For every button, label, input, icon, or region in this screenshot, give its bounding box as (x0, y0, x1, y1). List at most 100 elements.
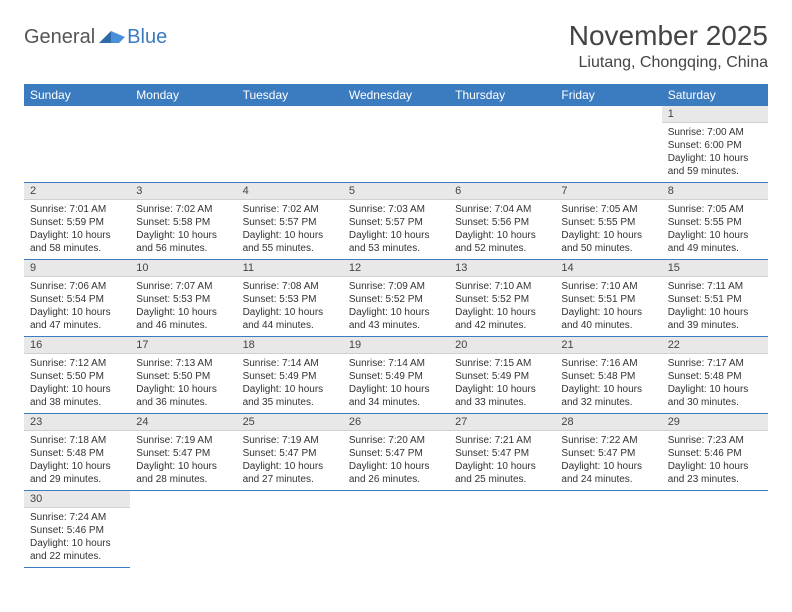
sunset-line: Sunset: 5:51 PM (561, 293, 655, 306)
calendar-cell (449, 106, 555, 183)
daylight-line: Daylight: 10 hours and 34 minutes. (349, 383, 443, 409)
sunset-line: Sunset: 5:48 PM (561, 370, 655, 383)
sunrise-line: Sunrise: 7:15 AM (455, 357, 549, 370)
day-body: Sunrise: 7:02 AMSunset: 5:58 PMDaylight:… (130, 200, 236, 259)
calendar-cell: 7Sunrise: 7:05 AMSunset: 5:55 PMDaylight… (555, 183, 661, 260)
calendar-header-row: SundayMondayTuesdayWednesdayThursdayFrid… (24, 84, 768, 106)
sunrise-line: Sunrise: 7:07 AM (136, 280, 230, 293)
day-number: 12 (343, 260, 449, 277)
day-body: Sunrise: 7:05 AMSunset: 5:55 PMDaylight:… (555, 200, 661, 259)
calendar-cell: 5Sunrise: 7:03 AMSunset: 5:57 PMDaylight… (343, 183, 449, 260)
sunset-line: Sunset: 5:55 PM (561, 216, 655, 229)
day-number: 5 (343, 183, 449, 200)
day-number: 24 (130, 414, 236, 431)
calendar-cell: 9Sunrise: 7:06 AMSunset: 5:54 PMDaylight… (24, 260, 130, 337)
sunrise-line: Sunrise: 7:23 AM (668, 434, 762, 447)
daylight-line: Daylight: 10 hours and 28 minutes. (136, 460, 230, 486)
calendar-cell: 20Sunrise: 7:15 AMSunset: 5:49 PMDayligh… (449, 337, 555, 414)
sunrise-line: Sunrise: 7:10 AM (455, 280, 549, 293)
day-number: 30 (24, 491, 130, 508)
sunset-line: Sunset: 5:47 PM (349, 447, 443, 460)
day-number: 21 (555, 337, 661, 354)
sunset-line: Sunset: 6:00 PM (668, 139, 762, 152)
day-body: Sunrise: 7:19 AMSunset: 5:47 PMDaylight:… (237, 431, 343, 490)
sunrise-line: Sunrise: 7:02 AM (136, 203, 230, 216)
calendar-week-row: 23Sunrise: 7:18 AMSunset: 5:48 PMDayligh… (24, 414, 768, 491)
sunrise-line: Sunrise: 7:20 AM (349, 434, 443, 447)
calendar-cell: 15Sunrise: 7:11 AMSunset: 5:51 PMDayligh… (662, 260, 768, 337)
sunset-line: Sunset: 5:57 PM (243, 216, 337, 229)
day-body: Sunrise: 7:23 AMSunset: 5:46 PMDaylight:… (662, 431, 768, 490)
day-body: Sunrise: 7:17 AMSunset: 5:48 PMDaylight:… (662, 354, 768, 413)
sunrise-line: Sunrise: 7:01 AM (30, 203, 124, 216)
calendar-week-row: 16Sunrise: 7:12 AMSunset: 5:50 PMDayligh… (24, 337, 768, 414)
calendar-cell: 12Sunrise: 7:09 AMSunset: 5:52 PMDayligh… (343, 260, 449, 337)
sunset-line: Sunset: 5:47 PM (136, 447, 230, 460)
day-number: 14 (555, 260, 661, 277)
sunset-line: Sunset: 5:47 PM (561, 447, 655, 460)
sunset-line: Sunset: 5:52 PM (455, 293, 549, 306)
day-body: Sunrise: 7:02 AMSunset: 5:57 PMDaylight:… (237, 200, 343, 259)
sunset-line: Sunset: 5:50 PM (136, 370, 230, 383)
day-body: Sunrise: 7:03 AMSunset: 5:57 PMDaylight:… (343, 200, 449, 259)
daylight-line: Daylight: 10 hours and 44 minutes. (243, 306, 337, 332)
sunrise-line: Sunrise: 7:05 AM (561, 203, 655, 216)
weekday-header: Thursday (449, 84, 555, 106)
day-number: 16 (24, 337, 130, 354)
sunrise-line: Sunrise: 7:06 AM (30, 280, 124, 293)
day-number: 7 (555, 183, 661, 200)
weekday-header: Sunday (24, 84, 130, 106)
calendar-cell: 24Sunrise: 7:19 AMSunset: 5:47 PMDayligh… (130, 414, 236, 491)
calendar-cell: 21Sunrise: 7:16 AMSunset: 5:48 PMDayligh… (555, 337, 661, 414)
day-body: Sunrise: 7:10 AMSunset: 5:51 PMDaylight:… (555, 277, 661, 336)
day-number: 8 (662, 183, 768, 200)
day-body: Sunrise: 7:15 AMSunset: 5:49 PMDaylight:… (449, 354, 555, 413)
calendar-cell (555, 491, 661, 568)
daylight-line: Daylight: 10 hours and 35 minutes. (243, 383, 337, 409)
day-body: Sunrise: 7:08 AMSunset: 5:53 PMDaylight:… (237, 277, 343, 336)
day-body: Sunrise: 7:20 AMSunset: 5:47 PMDaylight:… (343, 431, 449, 490)
day-body: Sunrise: 7:06 AMSunset: 5:54 PMDaylight:… (24, 277, 130, 336)
calendar-week-row: 9Sunrise: 7:06 AMSunset: 5:54 PMDaylight… (24, 260, 768, 337)
sunset-line: Sunset: 5:50 PM (30, 370, 124, 383)
sunset-line: Sunset: 5:46 PM (30, 524, 124, 537)
sunset-line: Sunset: 5:49 PM (243, 370, 337, 383)
day-number: 4 (237, 183, 343, 200)
day-body: Sunrise: 7:11 AMSunset: 5:51 PMDaylight:… (662, 277, 768, 336)
sunset-line: Sunset: 5:47 PM (455, 447, 549, 460)
calendar-cell (24, 106, 130, 183)
daylight-line: Daylight: 10 hours and 46 minutes. (136, 306, 230, 332)
sunrise-line: Sunrise: 7:21 AM (455, 434, 549, 447)
daylight-line: Daylight: 10 hours and 33 minutes. (455, 383, 549, 409)
day-number: 10 (130, 260, 236, 277)
calendar-cell: 2Sunrise: 7:01 AMSunset: 5:59 PMDaylight… (24, 183, 130, 260)
day-body: Sunrise: 7:14 AMSunset: 5:49 PMDaylight:… (237, 354, 343, 413)
day-body: Sunrise: 7:04 AMSunset: 5:56 PMDaylight:… (449, 200, 555, 259)
calendar-cell: 8Sunrise: 7:05 AMSunset: 5:55 PMDaylight… (662, 183, 768, 260)
calendar-table: SundayMondayTuesdayWednesdayThursdayFrid… (24, 84, 768, 568)
day-number: 22 (662, 337, 768, 354)
sunrise-line: Sunrise: 7:19 AM (243, 434, 337, 447)
calendar-body: 1Sunrise: 7:00 AMSunset: 6:00 PMDaylight… (24, 106, 768, 568)
calendar-cell (449, 491, 555, 568)
daylight-line: Daylight: 10 hours and 24 minutes. (561, 460, 655, 486)
calendar-cell: 19Sunrise: 7:14 AMSunset: 5:49 PMDayligh… (343, 337, 449, 414)
daylight-line: Daylight: 10 hours and 30 minutes. (668, 383, 762, 409)
day-number: 17 (130, 337, 236, 354)
calendar-cell: 14Sunrise: 7:10 AMSunset: 5:51 PMDayligh… (555, 260, 661, 337)
daylight-line: Daylight: 10 hours and 47 minutes. (30, 306, 124, 332)
calendar-cell: 4Sunrise: 7:02 AMSunset: 5:57 PMDaylight… (237, 183, 343, 260)
brand-text-2: Blue (127, 26, 167, 49)
sunset-line: Sunset: 5:56 PM (455, 216, 549, 229)
weekday-header: Monday (130, 84, 236, 106)
day-number: 26 (343, 414, 449, 431)
day-body: Sunrise: 7:18 AMSunset: 5:48 PMDaylight:… (24, 431, 130, 490)
sunset-line: Sunset: 5:51 PM (668, 293, 762, 306)
sunset-line: Sunset: 5:49 PM (349, 370, 443, 383)
sunset-line: Sunset: 5:55 PM (668, 216, 762, 229)
calendar-cell (237, 491, 343, 568)
sunrise-line: Sunrise: 7:03 AM (349, 203, 443, 216)
calendar-cell: 28Sunrise: 7:22 AMSunset: 5:47 PMDayligh… (555, 414, 661, 491)
calendar-cell (130, 491, 236, 568)
daylight-line: Daylight: 10 hours and 58 minutes. (30, 229, 124, 255)
